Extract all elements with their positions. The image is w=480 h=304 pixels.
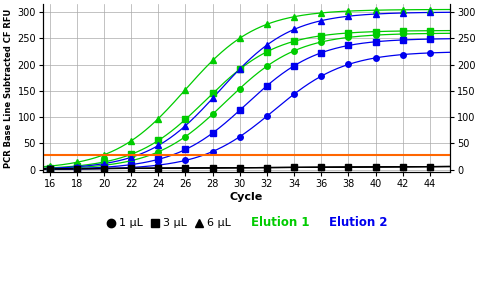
Legend: 1 μL, 3 μL, 6 μL, Elution 1, Elution 2: 1 μL, 3 μL, 6 μL, Elution 1, Elution 2 <box>101 212 392 234</box>
X-axis label: Cycle: Cycle <box>230 192 263 202</box>
Y-axis label: PCR Base Line Subtracted CF RFU: PCR Base Line Subtracted CF RFU <box>4 9 13 168</box>
